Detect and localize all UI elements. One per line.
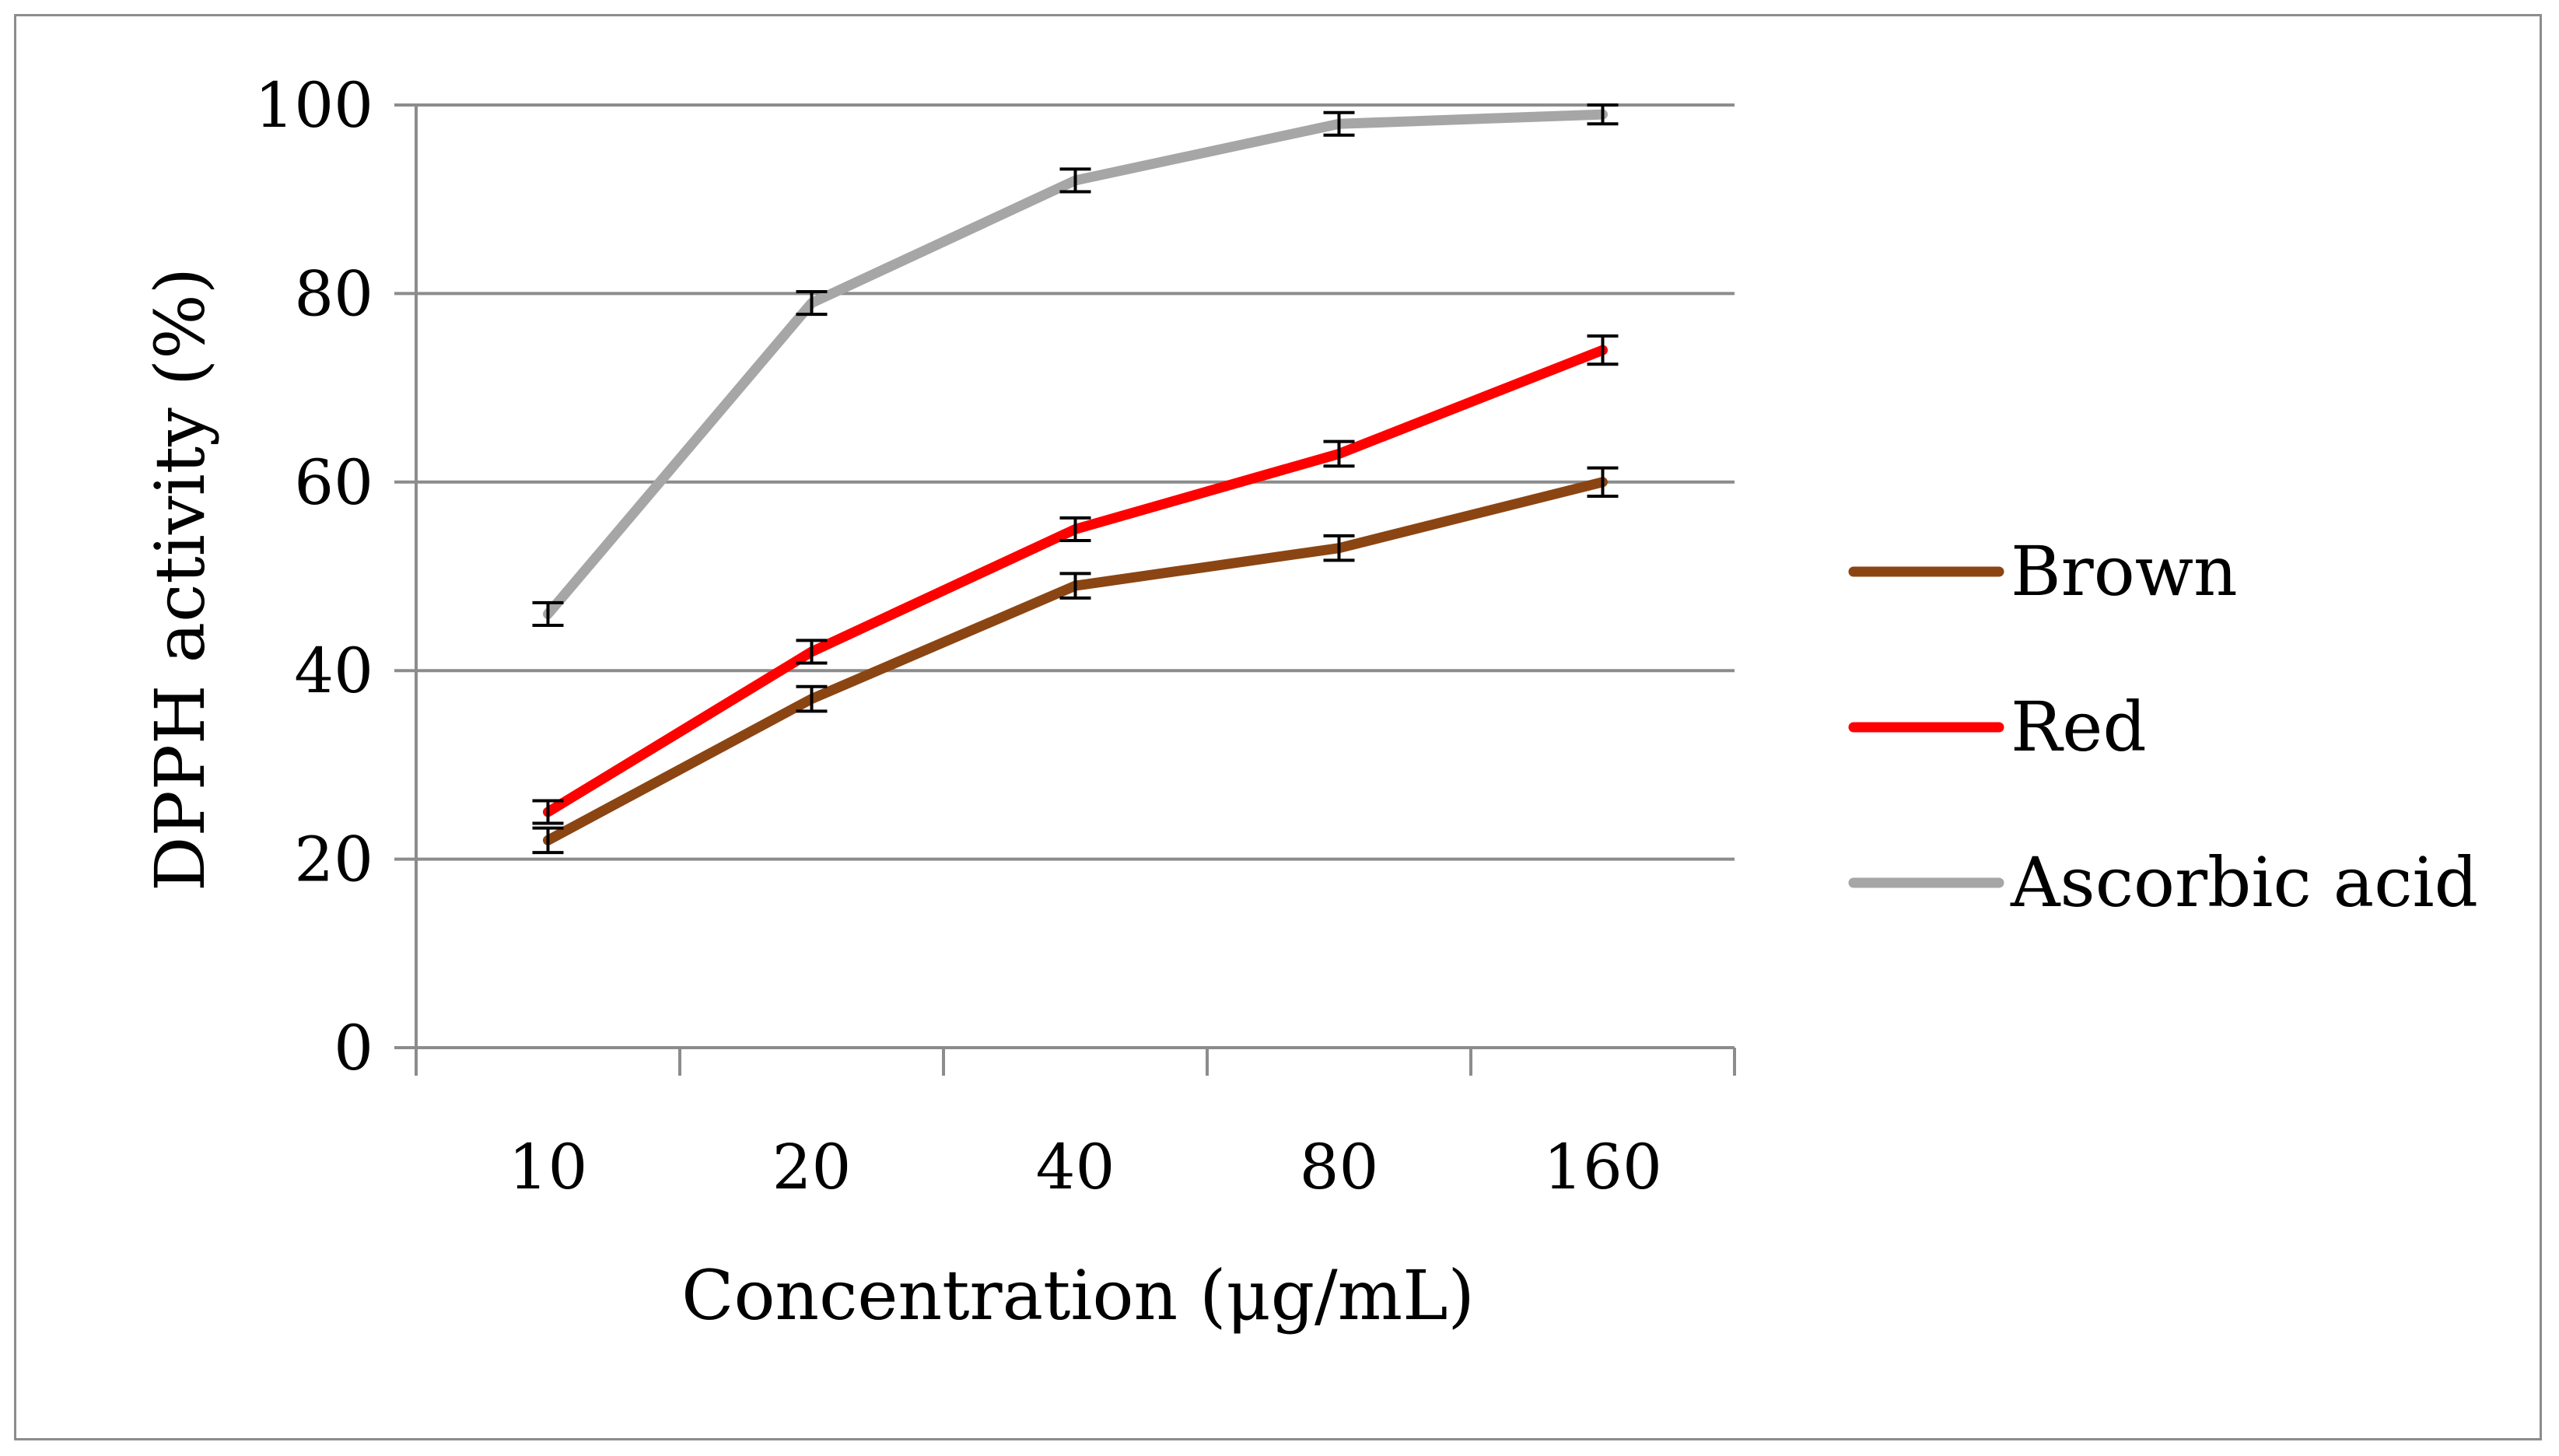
error-bar-brown bbox=[1587, 466, 1619, 498]
axes bbox=[394, 103, 1736, 1076]
error-bar-ascorbic-acid bbox=[1587, 103, 1619, 126]
y-tick-label: 100 bbox=[254, 69, 373, 142]
x-tick-label: 160 bbox=[1543, 1131, 1662, 1203]
y-axis-title: DPPH activity (%) bbox=[140, 268, 220, 891]
y-tick-label: 80 bbox=[294, 257, 373, 330]
error-bar-brown bbox=[1059, 572, 1091, 600]
error-bar-brown bbox=[532, 826, 564, 855]
x-axis-title: Concentration (μg/mL) bbox=[681, 1255, 1475, 1335]
legend: Brown Red Ascorbic acid bbox=[1848, 531, 2478, 922]
error-bars bbox=[532, 103, 1619, 855]
error-bar-brown bbox=[1323, 534, 1355, 562]
y-tick-label: 0 bbox=[334, 1012, 373, 1084]
error-bar-red bbox=[1059, 516, 1091, 542]
x-tick-label: 10 bbox=[509, 1131, 588, 1203]
error-bar-brown bbox=[796, 684, 828, 713]
error-bar-ascorbic-acid bbox=[796, 289, 828, 317]
error-bar-red bbox=[1323, 439, 1355, 468]
series-lines bbox=[543, 109, 1608, 845]
legend-label-brown: Brown bbox=[2011, 531, 2238, 611]
legend-label-ascorbic-acid: Ascorbic acid bbox=[2010, 842, 2478, 922]
error-bar-ascorbic-acid bbox=[1323, 110, 1355, 137]
legend-label-red: Red bbox=[2011, 687, 2147, 767]
chart-frame bbox=[14, 14, 2542, 1440]
error-bar-red bbox=[796, 639, 828, 665]
error-bar-red bbox=[1587, 334, 1619, 366]
error-bar-red bbox=[532, 799, 564, 825]
error-bar-ascorbic-acid bbox=[532, 600, 564, 628]
error-bar-ascorbic-acid bbox=[1059, 167, 1091, 194]
tick-labels: 0 20 40 60 80 100 10 20 40 80 160 bbox=[254, 69, 1662, 1203]
x-tick-label: 40 bbox=[1036, 1131, 1115, 1203]
x-tick-label: 20 bbox=[772, 1131, 852, 1203]
y-tick-label: 20 bbox=[294, 824, 373, 896]
x-tick-label: 80 bbox=[1300, 1131, 1379, 1203]
y-tick-label: 40 bbox=[294, 635, 373, 707]
gridlines bbox=[416, 103, 1735, 861]
y-tick-label: 60 bbox=[294, 446, 373, 519]
